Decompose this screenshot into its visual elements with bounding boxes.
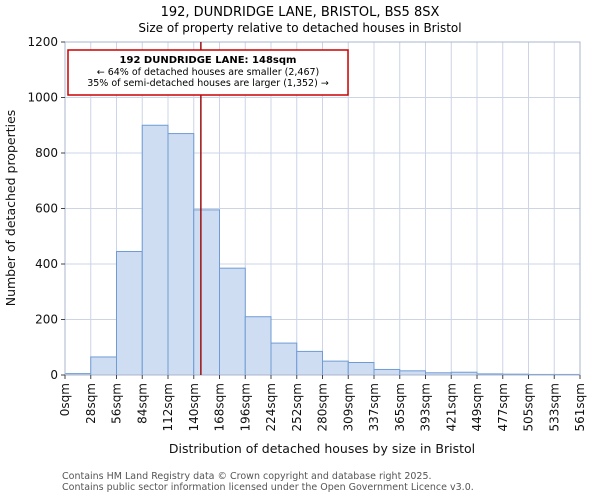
x-tick-label: 449sqm [470, 383, 484, 431]
x-tick-label: 224sqm [264, 383, 278, 431]
y-axis-label: Number of detached properties [3, 110, 18, 307]
x-tick-label: 337sqm [367, 383, 381, 431]
x-tick-label: 56sqm [110, 383, 124, 424]
x-tick-label: 0sqm [58, 383, 72, 416]
footer-line-2: Contains public sector information licen… [62, 482, 474, 493]
chart-title: 192, DUNDRIDGE LANE, BRISTOL, BS5 8SX [161, 5, 440, 20]
x-tick-label: 28sqm [84, 383, 98, 424]
histogram-bar [244, 316, 272, 376]
x-tick-label: 561sqm [573, 383, 587, 431]
x-tick-label: 393sqm [419, 383, 433, 431]
x-tick-label: 84sqm [135, 383, 149, 424]
y-tick-label: 600 [35, 202, 58, 216]
chart-subtitle: Size of property relative to detached ho… [138, 21, 461, 35]
annotation-border [67, 49, 349, 96]
x-axis-label: Distribution of detached houses by size … [169, 441, 475, 456]
histogram-bar [270, 342, 298, 376]
histogram-bar [116, 251, 143, 376]
x-tick-label: 309sqm [341, 383, 355, 431]
histogram-bar [322, 360, 349, 376]
y-tick-label: 800 [35, 146, 58, 160]
x-tick-label: 140sqm [187, 383, 201, 431]
y-tick-label: 400 [35, 257, 58, 271]
y-tick-label: 1000 [27, 91, 58, 105]
x-tick-label: 477sqm [496, 383, 510, 431]
plot-area: 0 200 400 600 800 1000 1200 0sqm 28sqm 56sqm 84sqm… [27, 35, 587, 431]
annotation-title: 192 DUNDRIDGE LANE: 148sqm [120, 55, 297, 66]
histogram-bar [347, 362, 375, 376]
histogram-bar [399, 370, 426, 376]
y-tick-label: 200 [35, 313, 58, 327]
y-tick-label: 1200 [27, 35, 58, 49]
histogram-bar [296, 350, 323, 376]
histogram-bar [193, 209, 220, 376]
x-tick-label: 365sqm [393, 383, 407, 431]
histogram-bar [219, 267, 246, 376]
x-tick-label: 280sqm [316, 383, 330, 431]
footer-line-1: Contains HM Land Registry data © Crown c… [62, 471, 432, 482]
histogram-bar [373, 368, 401, 376]
x-tick-label: 421sqm [444, 383, 458, 431]
x-tick-label: 196sqm [238, 383, 252, 431]
y-tick-label: 0 [50, 368, 58, 382]
annotation-smaller-stat: ← 64% of detached houses are smaller (2,… [97, 67, 320, 78]
histogram-bar [167, 133, 195, 376]
annotation-box: 192 DUNDRIDGE LANE: 148sqm ← 64% of deta… [67, 49, 349, 96]
x-tick-label: 252sqm [290, 383, 304, 431]
x-tick-label: 533sqm [547, 383, 561, 431]
x-tick-label: 168sqm [213, 383, 227, 431]
x-tick-label: 112sqm [161, 383, 175, 431]
annotation-larger-stat: 35% of semi-detached houses are larger (… [87, 78, 329, 89]
x-tick-label: 505sqm [522, 383, 536, 431]
histogram-bar [90, 356, 117, 376]
histogram-bar [141, 124, 169, 376]
